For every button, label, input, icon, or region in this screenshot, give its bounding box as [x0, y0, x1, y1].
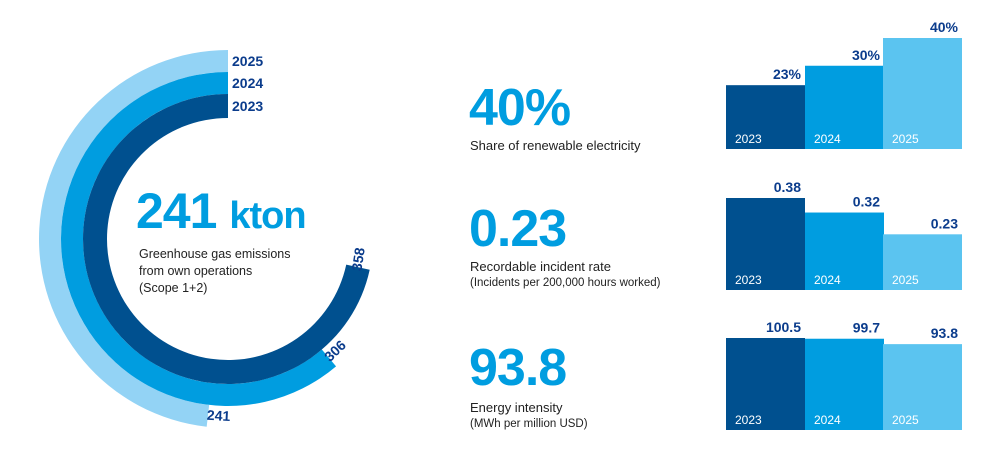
bar-category-label: 2024: [814, 413, 841, 427]
bar-category-label: 2024: [814, 132, 841, 146]
bar-value-label: 30%: [852, 47, 881, 63]
bar-value-label: 0.32: [853, 194, 880, 210]
bar-category-label: 2025: [892, 273, 919, 287]
bar-2023: [726, 85, 805, 149]
bar-category-label: 2025: [892, 132, 919, 146]
bar-2024: [805, 212, 884, 290]
bar-2025: [883, 344, 962, 430]
kpi-incident-value: 0.23: [469, 200, 567, 258]
kpi-renewable-value: 40%: [469, 79, 571, 137]
emissions-description: Greenhouse gas emissions from own operat…: [139, 246, 339, 297]
bar-value-label: 100.5: [766, 319, 801, 335]
kpi-energy-value: 93.8: [469, 339, 567, 397]
bar-2023: [726, 338, 805, 430]
kpi-incident-label: Recordable incident rate: [470, 259, 611, 274]
emissions-desc-line: (Scope 1+2): [139, 281, 208, 295]
bar-2025: [883, 38, 962, 149]
bar-2023: [726, 198, 805, 290]
bar-value-label: 23%: [773, 66, 802, 82]
kpi-renewable-label: Share of renewable electricity: [470, 138, 641, 153]
bar-2024: [805, 338, 884, 430]
emissions-desc-line: Greenhouse gas emissions: [139, 247, 291, 261]
bar-value-label: 0.23: [931, 215, 958, 231]
bar-category-label: 2023: [735, 273, 762, 287]
bar-value-label: 93.8: [931, 325, 958, 341]
bar-2024: [805, 65, 884, 149]
ring-year-label: 2023: [232, 98, 263, 114]
emissions-desc-line: from own operations: [139, 264, 253, 278]
kpi-energy-label: Energy intensity: [470, 400, 563, 415]
kpi-energy-sublabel: (MWh per million USD): [470, 418, 588, 430]
kpi-incident-sublabel: (Incidents per 200,000 hours worked): [470, 277, 661, 289]
bar-category-label: 2024: [814, 273, 841, 287]
ring-value-label: 241: [207, 407, 231, 424]
ring-year-label: 2025: [232, 53, 263, 69]
bar-value-label: 0.38: [774, 179, 801, 195]
emissions-headline: 241 kton: [136, 183, 307, 241]
ring-2024: [61, 72, 337, 407]
ring-value-label: 358: [348, 246, 367, 272]
emissions-value: 241: [136, 183, 217, 239]
ring-year-label: 2024: [232, 75, 263, 91]
emissions-unit: kton: [229, 195, 306, 237]
bar-2025: [883, 234, 962, 290]
ring-2025: [38, 50, 228, 427]
bar-category-label: 2025: [892, 413, 919, 427]
bar-category-label: 2023: [735, 413, 762, 427]
bar-value-label: 99.7: [853, 320, 880, 336]
bar-value-label: 40%: [930, 19, 959, 35]
bar-category-label: 2023: [735, 132, 762, 146]
